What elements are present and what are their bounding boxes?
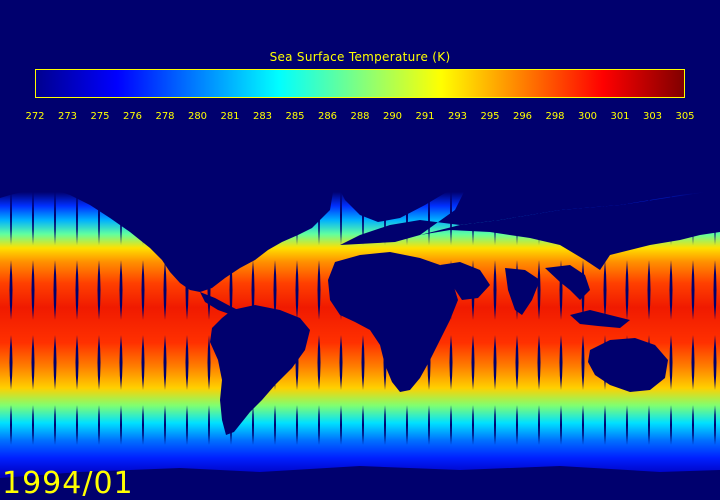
colorbar-tick-label: 281 [220,111,240,122]
africa [328,252,458,392]
colorbar-tick-label: 278 [155,111,175,122]
colorbar-tick-label: 298 [545,111,565,122]
land-masses [0,150,720,500]
colorbar-tick-label: 296 [512,111,533,122]
colorbar-tick-labels: 272 273 275 276 278 280 281 283 285 286 288 290 291 2… [0,111,720,125]
colorbar-tick-label: 283 [252,111,273,122]
colorbar-tick-label: 276 [122,111,143,122]
colorbar-tick-label: 295 [480,111,500,122]
colorbar-tick-label: 303 [642,111,663,122]
colorbar-tick-label: 285 [285,111,305,122]
colorbar [35,69,685,98]
arabia [440,262,490,300]
maritime-continent [570,310,630,328]
north-america [0,150,335,292]
colorbar-tick-label: 272 [25,111,45,122]
sea-surface-temperature-map [0,150,720,500]
india [505,268,540,315]
eurasia [340,150,720,245]
colorbar-tick-label: 293 [447,111,468,122]
date-label: 1994/01 [2,466,134,500]
colorbar-tick-label: 286 [317,111,338,122]
colorbar-tick-label: 291 [415,111,435,122]
colorbar-tick-label: 273 [57,111,78,122]
south-america [210,305,310,435]
colorbar-tick-label: 301 [610,111,630,122]
europe-asia-south [420,190,720,270]
antarctica [0,466,720,500]
colorbar-tick-label: 305 [675,111,695,122]
greenland [320,150,480,222]
colorbar-tick-label: 275 [90,111,110,122]
southeast-asia [545,265,590,300]
colorbar-tick-label: 288 [350,111,370,122]
colorbar-tick-label: 300 [577,111,598,122]
australia [588,338,668,392]
colorbar-tick-label: 280 [187,111,208,122]
colorbar-title: Sea Surface Temperature (K) [269,50,451,64]
central-america [200,292,238,315]
colorbar-tick-label: 290 [382,111,403,122]
